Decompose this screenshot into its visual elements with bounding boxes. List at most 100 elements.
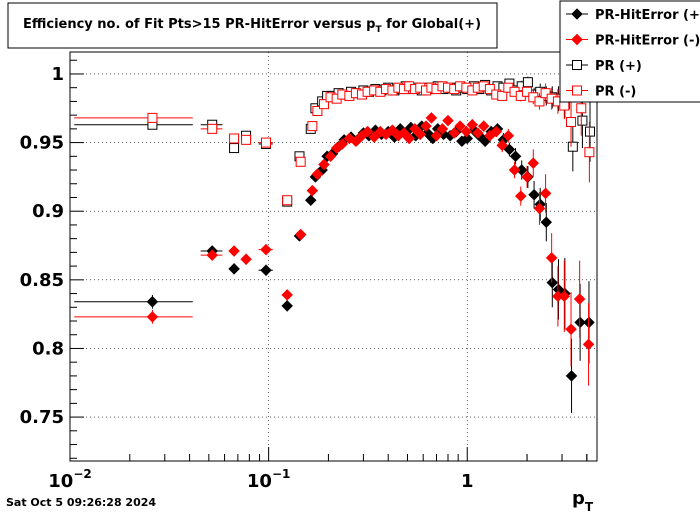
y-tick-label: 0.9 [32, 201, 64, 222]
data-point-marker [442, 114, 454, 127]
x-axis-label-main: p [572, 488, 585, 509]
data-point-marker [420, 120, 432, 132]
data-point-marker [368, 131, 381, 143]
chart-title-end: for Global(+) [382, 17, 481, 32]
data-point-marker [295, 156, 306, 167]
data-point-marker [241, 134, 252, 145]
series-group [74, 80, 595, 206]
data-point-marker [466, 118, 479, 131]
data-point-marker [545, 252, 558, 264]
data-point-marker [318, 99, 329, 110]
data-layer [74, 76, 596, 413]
data-point-marker [403, 132, 416, 145]
data-point-marker [386, 124, 399, 137]
data-point-marker [509, 150, 522, 163]
x-tick-label: 10−2 [48, 467, 91, 492]
data-point-marker [350, 135, 362, 148]
x-tick-label: 10−1 [247, 467, 290, 492]
data-point-marker [281, 300, 294, 312]
chart-title: Efficiency no. of Fit Pts>15 PR-HitError… [23, 17, 481, 35]
data-point-marker [228, 245, 240, 257]
data-point-marker [307, 121, 318, 132]
data-point-marker [521, 171, 533, 183]
data-point-marker [533, 202, 546, 215]
y-tick-label: 0.75 [20, 407, 64, 428]
data-point-marker [206, 249, 219, 261]
data-point-marker [571, 33, 583, 46]
data-point-marker [540, 88, 551, 99]
data-point-marker [430, 129, 443, 142]
data-point-marker [294, 228, 307, 241]
legend-entry-label: PR (+) [595, 59, 642, 74]
data-point-marker [514, 190, 527, 202]
data-point-marker [311, 168, 324, 181]
timestamp: Sat Oct 5 09:26:28 2024 [6, 496, 157, 509]
legend-box [559, 0, 700, 103]
data-point-marker [508, 164, 521, 176]
data-point-marker [490, 125, 503, 138]
data-point-marker [260, 243, 272, 256]
y-tick-label: 0.95 [20, 133, 64, 154]
data-point-marker [146, 311, 159, 323]
data-point-marker [425, 112, 438, 124]
x-axis-label-subscript: T [585, 500, 594, 514]
data-point-marker [585, 126, 596, 137]
data-point-marker [566, 116, 577, 127]
data-point-marker [281, 289, 294, 301]
y-tick-label: 0.85 [20, 270, 64, 291]
data-point-marker [229, 133, 240, 144]
data-point-marker [312, 106, 323, 117]
data-point-marker [573, 293, 586, 305]
y-tick-label: 0.8 [32, 338, 64, 359]
data-point-marker [496, 139, 509, 152]
data-point-marker [147, 112, 158, 123]
data-point-marker [484, 84, 495, 95]
data-point-marker [228, 262, 240, 275]
data-point-marker [534, 96, 545, 107]
data-point-marker [577, 115, 588, 126]
data-point-marker [571, 8, 583, 20]
data-point-marker [448, 127, 461, 139]
data-point-marker [146, 295, 159, 308]
data-point-marker [539, 187, 552, 200]
axis-layer: 0.75 0.8 0.85 0.9 0.95 1 10−2 10−1 1 [20, 59, 588, 492]
data-point-marker [565, 370, 578, 382]
title-box [7, 2, 498, 49]
data-point-marker [260, 264, 272, 277]
data-point-marker [436, 123, 449, 135]
data-point-marker [471, 127, 484, 139]
legend-entry-label: PR (-) [595, 85, 636, 100]
chart-title-main: Efficiency no. of Fit Pts>15 PR-HitError… [23, 17, 375, 32]
series-group [74, 120, 595, 413]
data-point-marker [318, 158, 330, 171]
data-point-marker [582, 338, 595, 351]
data-point-marker [454, 120, 466, 132]
data-point-marker [572, 85, 582, 96]
data-point-marker [414, 128, 427, 141]
data-point-marker [528, 188, 540, 201]
legend: PR-HitError (+) PR-HitError (-) PR (+) PR (… [559, 0, 700, 103]
data-point-marker [361, 125, 374, 138]
data-point-marker [260, 137, 271, 148]
plot-frame [69, 51, 598, 462]
data-point-marker [572, 60, 582, 70]
data-point-marker [324, 150, 337, 163]
data-point-marker [282, 195, 293, 206]
data-point-marker [546, 276, 559, 289]
series-group [74, 112, 595, 386]
data-point-marker [522, 86, 533, 97]
data-point-marker [497, 90, 508, 101]
data-point-marker [522, 77, 533, 88]
data-point-marker [558, 290, 571, 303]
data-point-marker [565, 323, 577, 336]
legend-entry-label: PR-HitError (+) [595, 8, 700, 23]
data-point-marker [306, 184, 319, 197]
data-point-marker [576, 103, 587, 114]
data-point-marker [527, 157, 540, 170]
data-point-marker [240, 253, 252, 266]
data-point-marker [461, 132, 474, 145]
data-point-marker [229, 143, 240, 154]
data-point-marker [477, 120, 490, 132]
legend-entry-label: PR-HitError (-) [595, 34, 700, 49]
